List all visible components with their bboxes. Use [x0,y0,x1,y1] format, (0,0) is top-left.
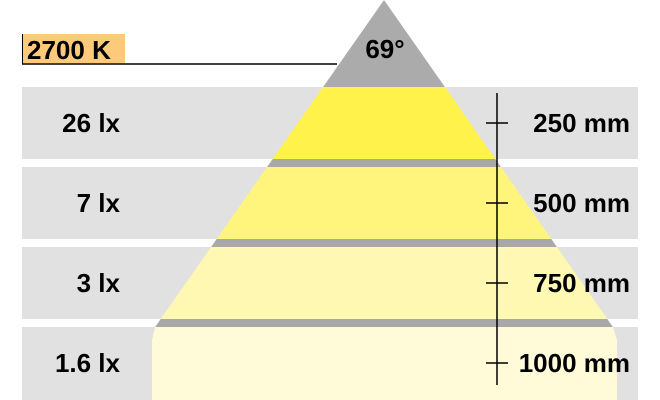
distance-label: 250 mm [533,108,630,138]
cone-band [216,167,552,239]
cone-apex [323,0,445,87]
illuminance-label: 7 lx [77,188,121,218]
cone-band [272,87,496,159]
cone-separator [267,159,501,167]
distance-label: 750 mm [533,268,630,298]
distance-label: 500 mm [533,188,630,218]
beam-angle-label: 69° [365,34,404,64]
cone-band [160,247,608,319]
color-temperature-label: 2700 K [27,35,111,65]
color-temperature-box [22,34,125,63]
illuminance-label: 3 lx [77,268,121,298]
cone-separator [211,239,557,247]
cone-separator [155,319,613,327]
illuminance-label: 26 lx [62,108,120,138]
distance-label: 1000 mm [519,348,630,378]
cone-band [152,327,617,400]
illuminance-label: 1.6 lx [55,348,121,378]
